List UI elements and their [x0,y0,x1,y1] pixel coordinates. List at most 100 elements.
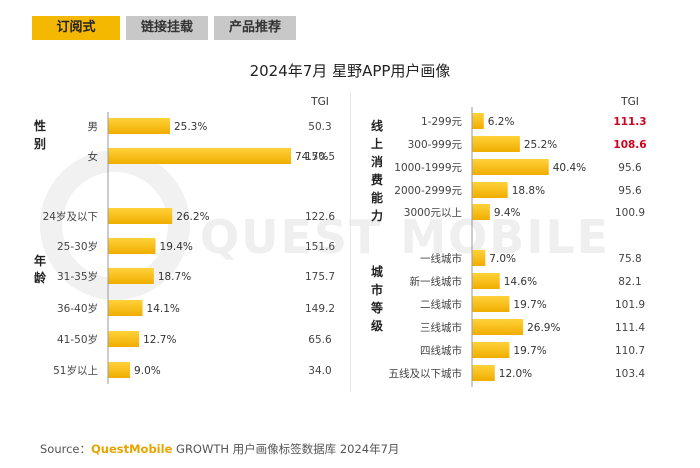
tgi-value: 103.4 [615,368,645,380]
tgi-value: 95.6 [618,185,642,197]
bar [108,362,131,378]
category-label: 31-35岁 [57,270,98,283]
value-label: 26.9% [527,322,560,334]
bar [472,250,486,266]
value-label: 9.4% [494,207,521,219]
tgi-value: 100.9 [615,207,645,219]
category-label: 二线城市 [420,298,462,311]
group-label-char: 等 [370,300,383,315]
bar [472,159,549,175]
value-label: 25.2% [524,139,557,151]
tgi-value: 111.4 [615,322,645,334]
bar [472,342,510,358]
group-label-char: 别 [33,137,46,151]
tgi-value: 175.7 [305,271,335,283]
source-brand: QuestMobile [91,442,173,456]
value-label: 40.4% [553,162,586,174]
value-label: 12.7% [143,334,176,346]
group-label-char: 能 [371,190,383,205]
panel-divider [350,92,351,392]
category-label: 四线城市 [420,344,462,357]
watermark-text: QUEST MOBILE [200,210,611,264]
group-label-char: 龄 [34,270,47,285]
category-label: 24岁及以下 [43,210,98,223]
tgi-value: 122.6 [305,211,335,223]
bar [472,273,500,289]
source-footer: Source：QuestMobile GROWTH 用户画像标签数据库 2024… [40,441,399,457]
bar [108,148,292,164]
tgi-value: 108.6 [613,139,646,151]
group-label-char: 年 [34,253,46,268]
tgi-value: 149.2 [305,303,335,315]
bar [472,136,520,152]
bar [108,300,143,316]
bar [472,296,510,312]
bar [108,208,173,224]
bar [472,182,508,198]
value-label: 7.0% [489,253,516,265]
category-label: 五线及以下城市 [389,367,463,380]
group-label-char: 性 [33,118,46,133]
group-label-char: 上 [371,136,383,151]
tab-product-recommend[interactable]: 产品推荐 [214,16,296,40]
value-label: 14.6% [504,276,537,288]
tgi-value: 151.6 [305,241,335,253]
group-label-char: 级 [371,318,383,333]
category-label: 一线城市 [420,252,462,265]
category-label: 1000-1999元 [394,162,462,174]
chart-title: 2024年7月 星野APP用户画像 [249,62,451,80]
category-label: 1-299元 [421,116,463,128]
source-label: Source： [40,442,91,456]
tgi-value: 101.9 [615,299,645,311]
bar [472,365,495,381]
value-label: 18.7% [158,271,191,283]
tgi-value: 34.0 [308,365,331,377]
bar [108,238,156,254]
value-label: 6.2% [488,116,515,128]
group-label-char: 城 [371,264,383,279]
category-label: 三线城市 [420,321,462,334]
group-label-char: 费 [371,172,383,187]
tab-link-mount[interactable]: 链接挂载 [126,16,208,40]
category-label: 新一线城市 [410,275,463,288]
bar [108,118,170,134]
category-label: 41-50岁 [57,333,98,346]
tgi-header: TGI [310,96,329,108]
category-label: 51岁以上 [53,364,98,377]
value-label: 12.0% [499,368,532,380]
value-label: 25.3% [174,121,207,133]
value-label: 74.7% [295,151,328,163]
value-label: 26.2% [176,211,209,223]
tgi-value: 82.1 [618,276,641,288]
category-label: 女 [88,150,99,163]
tgi-value: 150.5 [305,151,335,163]
group-label-char: 市 [371,282,383,297]
tgi-header: TGI [620,96,639,108]
value-label: 19.4% [160,241,193,253]
value-label: 9.0% [134,365,161,377]
bar [108,268,154,284]
tgi-value: 95.6 [618,162,642,174]
bar [472,319,524,335]
tgi-value: 75.8 [618,253,641,265]
tgi-value: 111.3 [613,116,646,128]
value-label: 19.7% [513,299,546,311]
tgi-value: 65.6 [308,334,332,346]
category-label: 25-30岁 [57,240,98,253]
tgi-value: 50.3 [308,121,331,133]
value-label: 18.8% [512,185,545,197]
tgi-value: 110.7 [615,345,645,357]
tab-subscription[interactable]: 订阅式 [32,16,120,40]
bar [472,113,484,129]
value-label: 19.7% [513,345,546,357]
group-label-char: 力 [371,208,383,223]
category-label: 36-40岁 [57,302,98,315]
category-label: 3000元以上 [404,207,462,219]
value-label: 14.1% [147,303,180,315]
category-label: 2000-2999元 [394,185,462,197]
source-text: GROWTH 用户画像标签数据库 2024年7月 [172,442,400,456]
group-label-char: 线 [371,118,383,133]
category-label: 300-999元 [408,139,463,151]
bar [108,331,140,347]
